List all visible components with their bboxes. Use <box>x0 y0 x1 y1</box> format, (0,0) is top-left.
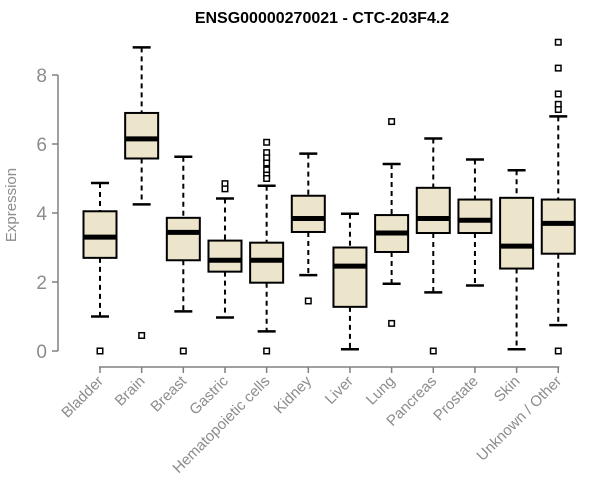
iqr-box <box>165 216 201 262</box>
x-category-label: Liver <box>322 373 357 408</box>
outlier-point <box>388 118 396 126</box>
outlier-point <box>554 106 562 113</box>
box-kidney <box>290 152 326 305</box>
box-breast <box>165 155 201 355</box>
x-category-label: Kidney <box>271 372 316 417</box>
x-category-label: Prostate <box>430 373 482 425</box>
x-category-label: Bladder <box>58 373 107 422</box>
box-bladder <box>82 181 118 355</box>
y-tick-label: 4 <box>36 204 47 225</box>
iqr-box <box>540 198 576 255</box>
outlier-point <box>263 175 271 182</box>
iqr-box <box>415 186 451 235</box>
box-liver <box>332 212 368 351</box>
outlier-point <box>263 347 271 355</box>
x-category-label: Brain <box>112 373 149 410</box>
outlier-point <box>554 38 562 46</box>
y-tick-label: 8 <box>36 66 47 87</box>
outlier-point <box>554 64 562 72</box>
outlier-point <box>263 138 271 146</box>
iqr-box <box>82 210 118 259</box>
box-lung <box>374 118 410 327</box>
outlier-point <box>554 347 562 355</box>
box-pancreas <box>415 137 451 355</box>
box-prostate <box>457 158 493 287</box>
outlier-point <box>138 331 146 339</box>
box-brain <box>124 46 160 339</box>
outlier-point <box>304 297 312 305</box>
box-hematopoietic-cells <box>249 138 285 355</box>
iqr-box <box>207 239 243 273</box>
y-tick-label: 0 <box>36 342 47 363</box>
outlier-point <box>429 347 437 355</box>
chart-title: ENSG00000270021 - CTC-203F4.2 <box>195 10 449 27</box>
x-category-label: Lung <box>363 373 399 409</box>
outlier-point <box>179 347 187 355</box>
y-tick-label: 6 <box>36 135 47 156</box>
outlier-point <box>96 347 104 355</box>
outlier-point <box>554 90 562 98</box>
iqr-box <box>457 198 493 235</box>
outlier-point <box>221 185 229 193</box>
iqr-box <box>332 246 368 308</box>
x-category-label: Breast <box>147 372 190 415</box>
iqr-box <box>499 196 535 270</box>
y-tick-label: 2 <box>36 273 47 294</box>
iqr-box <box>124 111 160 160</box>
x-category-label: Skin <box>491 373 524 406</box>
iqr-box <box>290 194 326 233</box>
box-gastric <box>207 180 243 319</box>
outlier-point <box>388 319 396 327</box>
box-unknown-other <box>540 38 576 355</box>
outlier-point <box>263 159 271 167</box>
box-skin <box>499 168 535 351</box>
y-axis-title: Expression <box>3 168 20 242</box>
